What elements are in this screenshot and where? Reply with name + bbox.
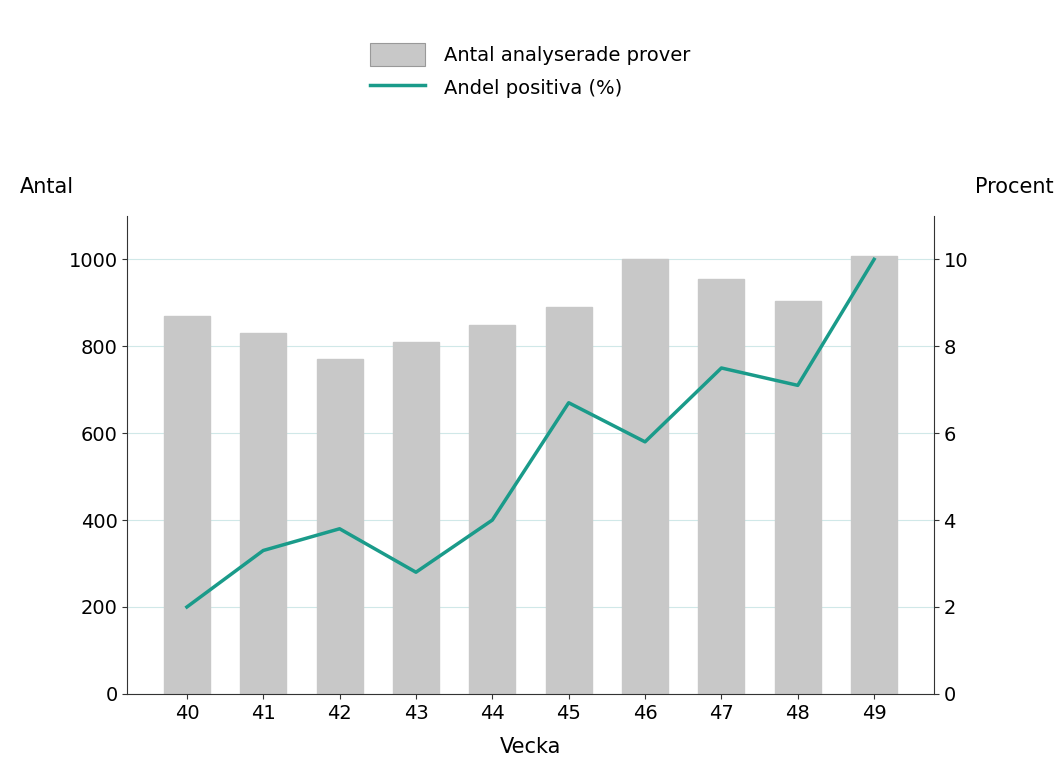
Bar (241, 333, 286, 694)
Text: Antal: Antal (19, 177, 74, 197)
Bar (545, 307, 592, 694)
Bar (698, 279, 745, 694)
Bar (469, 325, 516, 694)
Bar (622, 259, 668, 694)
Bar (316, 359, 363, 694)
Legend: Antal analyserade prover, Andel positiva (%): Antal analyserade prover, Andel positiva… (361, 33, 700, 109)
X-axis label: Vecka: Vecka (500, 736, 561, 756)
Bar (851, 256, 897, 694)
Text: Procent: Procent (975, 177, 1054, 197)
Bar (164, 316, 210, 694)
Bar (775, 301, 820, 694)
Bar (393, 342, 439, 694)
